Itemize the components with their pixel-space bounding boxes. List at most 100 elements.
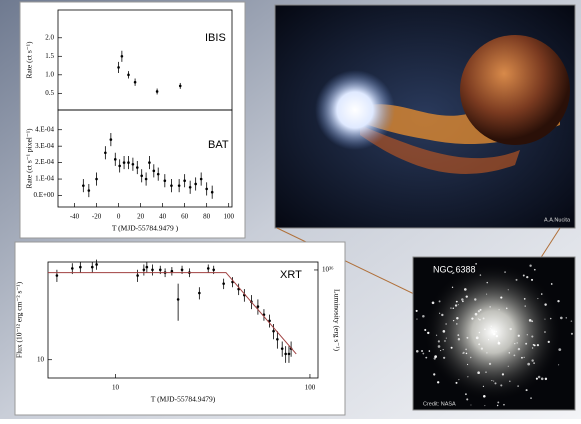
star — [416, 310, 418, 312]
star — [464, 288, 467, 291]
star — [531, 335, 533, 337]
star — [509, 328, 511, 330]
data-point — [183, 179, 186, 182]
data-point — [134, 81, 137, 84]
annotation: XRT — [280, 269, 302, 281]
x-axis-label: T (MJD-55784.9479) — [151, 395, 216, 404]
star — [470, 357, 471, 358]
star — [548, 341, 550, 343]
data-point — [140, 174, 143, 177]
x-tick-label: 100 — [223, 213, 234, 221]
star — [514, 343, 515, 344]
star — [530, 397, 532, 399]
star — [463, 352, 465, 354]
star — [475, 263, 477, 265]
data-point — [170, 184, 173, 187]
cluster-image: NGC 6388 Credit: NASA — [413, 257, 575, 410]
star — [491, 329, 492, 330]
star — [452, 273, 453, 274]
star — [488, 339, 489, 340]
star — [484, 405, 485, 406]
star — [436, 335, 437, 336]
star — [481, 347, 483, 349]
y-tick-label: 1.0 — [45, 70, 54, 78]
star — [456, 317, 458, 319]
star — [416, 319, 417, 320]
star — [422, 353, 424, 355]
data-point — [212, 268, 215, 271]
data-point — [132, 163, 135, 166]
data-point — [79, 266, 82, 269]
star — [525, 305, 526, 306]
planet — [460, 35, 570, 145]
data-point — [121, 55, 124, 58]
y2-tick-label: 10³⁶ — [322, 266, 334, 274]
star — [466, 295, 468, 297]
annotation: BAT — [208, 139, 229, 151]
star — [524, 298, 526, 300]
star — [566, 317, 567, 318]
star — [516, 279, 518, 281]
star — [467, 376, 468, 377]
data-point — [181, 268, 184, 271]
star — [537, 344, 539, 346]
star — [453, 272, 454, 273]
star — [560, 317, 563, 320]
cluster-credit: Credit: NASA — [423, 401, 456, 407]
star — [480, 274, 481, 275]
y-tick-label: 2.0 — [45, 33, 54, 41]
star — [525, 343, 527, 345]
star — [518, 348, 520, 350]
star — [439, 313, 440, 314]
data-point — [95, 178, 98, 181]
star — [429, 350, 431, 352]
star — [446, 338, 447, 339]
data-point — [198, 292, 201, 295]
data-point — [127, 161, 130, 164]
star — [545, 378, 547, 380]
white-dwarf — [315, 70, 395, 150]
star — [471, 317, 473, 319]
x-tick-label: 40 — [159, 213, 167, 221]
star — [486, 352, 487, 353]
star — [443, 357, 445, 359]
star — [527, 363, 530, 366]
star — [509, 380, 511, 382]
data-point — [157, 173, 160, 176]
slide: A.A.Nucita NGC 6388 Credit: NASA 0.51.01… — [0, 0, 581, 419]
x-tick-label: -20 — [92, 213, 102, 221]
star — [500, 296, 502, 298]
star — [498, 309, 499, 310]
data-point — [117, 66, 120, 69]
star — [467, 364, 468, 365]
x-tick-label: 20 — [137, 213, 145, 221]
star — [458, 379, 459, 380]
star — [537, 298, 538, 299]
illustration: A.A.Nucita — [275, 5, 575, 228]
star — [465, 393, 467, 395]
data-point — [281, 347, 284, 350]
star — [486, 294, 487, 295]
star — [485, 371, 487, 373]
star — [458, 338, 460, 340]
star — [438, 340, 440, 342]
star — [541, 377, 544, 380]
star — [534, 269, 536, 271]
star — [480, 309, 482, 311]
y-axis-label: Flux (10⁻¹² erg cm⁻² s⁻¹) — [15, 281, 24, 358]
x-axis-label: T (MJD-55784.9479 ) — [112, 224, 179, 233]
star — [550, 318, 552, 320]
star — [531, 359, 533, 361]
star — [557, 300, 559, 302]
data-point — [82, 184, 85, 187]
star — [466, 353, 468, 355]
data-point — [56, 274, 59, 277]
star — [483, 317, 485, 319]
x-tick-label: 100 — [305, 384, 316, 392]
star — [461, 298, 464, 301]
y-tick-label: 10 — [37, 355, 45, 363]
star — [497, 405, 498, 406]
data-point — [88, 189, 91, 192]
star — [523, 275, 525, 277]
star — [493, 333, 496, 336]
